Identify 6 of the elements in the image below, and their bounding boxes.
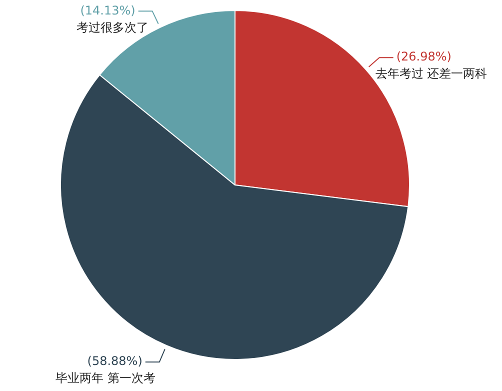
data-label: (14.13%) [80,3,136,18]
slice-label: 毕业两年 第一次考 [56,371,156,386]
data-label: (58.88%) [87,354,142,368]
slice-label: 考过很多次了 [76,20,148,34]
data-label: (26.98%) [396,50,452,64]
slice-label: 去年考过 还差一两科 [375,66,488,81]
